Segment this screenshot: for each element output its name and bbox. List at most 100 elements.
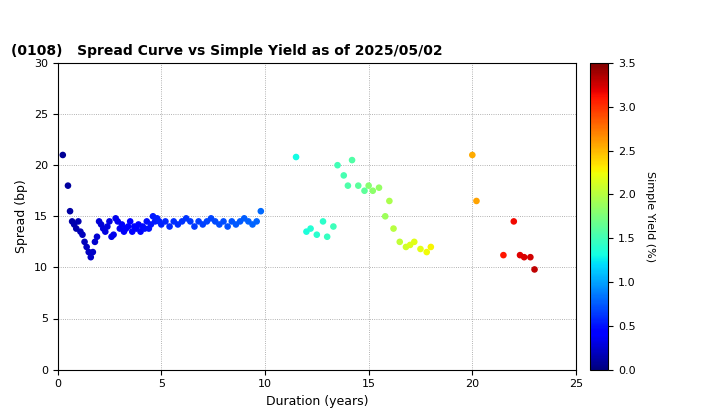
Point — [518, 254, 530, 260]
Point — [83, 249, 94, 255]
Point — [238, 215, 250, 222]
Point — [106, 234, 117, 240]
Point — [168, 218, 179, 225]
Point — [230, 221, 242, 228]
Point — [290, 154, 302, 160]
Point — [118, 228, 130, 235]
Point — [94, 218, 105, 225]
Point — [62, 182, 73, 189]
Point — [89, 239, 101, 245]
Point — [139, 225, 150, 232]
Point — [425, 244, 436, 250]
Point — [379, 213, 391, 220]
Y-axis label: Spread (bp): Spread (bp) — [15, 179, 28, 253]
Point — [222, 223, 233, 230]
Point — [328, 223, 339, 230]
Point — [508, 218, 520, 225]
Text: (0108)   Spread Curve vs Simple Yield as of 2025/05/02: (0108) Spread Curve vs Simple Yield as o… — [11, 44, 443, 58]
Point — [408, 239, 420, 245]
Point — [318, 218, 329, 225]
Point — [130, 225, 142, 232]
Point — [305, 225, 316, 232]
Point — [184, 218, 196, 225]
Point — [97, 225, 109, 232]
Point — [73, 218, 84, 225]
Point — [156, 221, 167, 228]
Point — [226, 218, 238, 225]
Point — [359, 187, 370, 194]
Point — [116, 221, 127, 228]
Point — [57, 152, 68, 158]
Point — [110, 215, 122, 222]
Point — [137, 223, 148, 230]
Point — [85, 254, 96, 260]
Point — [415, 246, 426, 252]
Point — [498, 252, 509, 258]
Point — [129, 223, 140, 230]
Point — [87, 249, 99, 255]
Point — [132, 221, 144, 228]
Point — [120, 225, 132, 232]
Point — [176, 218, 188, 225]
Point — [346, 157, 358, 163]
Point — [373, 184, 384, 191]
Point — [160, 218, 171, 225]
Point — [525, 254, 536, 260]
Point — [471, 197, 482, 204]
Point — [141, 218, 153, 225]
Point — [77, 231, 89, 238]
Point — [75, 228, 86, 235]
Point — [201, 218, 212, 225]
Point — [367, 187, 379, 194]
Point — [394, 239, 405, 245]
Point — [91, 234, 103, 240]
Point — [125, 218, 136, 225]
Point — [172, 221, 184, 228]
Point — [247, 221, 258, 228]
Point — [99, 228, 111, 235]
Point — [405, 241, 416, 248]
Point — [205, 215, 217, 222]
Point — [353, 182, 364, 189]
Point — [388, 225, 400, 232]
Point — [234, 218, 246, 225]
Y-axis label: Simple Yield (%): Simple Yield (%) — [645, 171, 655, 262]
Point — [311, 231, 323, 238]
Point — [363, 182, 374, 189]
Point — [214, 221, 225, 228]
Point — [217, 218, 229, 225]
Point — [112, 218, 124, 225]
Point — [102, 223, 113, 230]
Point — [338, 172, 349, 179]
Point — [143, 225, 155, 232]
Point — [104, 218, 115, 225]
X-axis label: Duration (years): Duration (years) — [266, 395, 368, 408]
Point — [193, 218, 204, 225]
Point — [514, 252, 526, 258]
Point — [342, 182, 354, 189]
Point — [71, 225, 82, 232]
Point — [210, 218, 221, 225]
Point — [145, 221, 157, 228]
Point — [149, 218, 161, 225]
Point — [81, 244, 92, 250]
Point — [68, 221, 80, 228]
Point — [251, 218, 262, 225]
Point — [122, 223, 134, 230]
Point — [153, 218, 165, 225]
Point — [301, 228, 312, 235]
Point — [189, 223, 200, 230]
Point — [321, 234, 333, 240]
Point — [151, 215, 163, 222]
Point — [421, 249, 433, 255]
Point — [384, 197, 395, 204]
Point — [332, 162, 343, 168]
Point — [64, 208, 76, 215]
Point — [164, 223, 176, 230]
Point — [400, 244, 412, 250]
Point — [255, 208, 266, 215]
Point — [78, 239, 90, 245]
Point — [95, 221, 107, 228]
Point — [66, 218, 78, 225]
Point — [135, 228, 146, 235]
